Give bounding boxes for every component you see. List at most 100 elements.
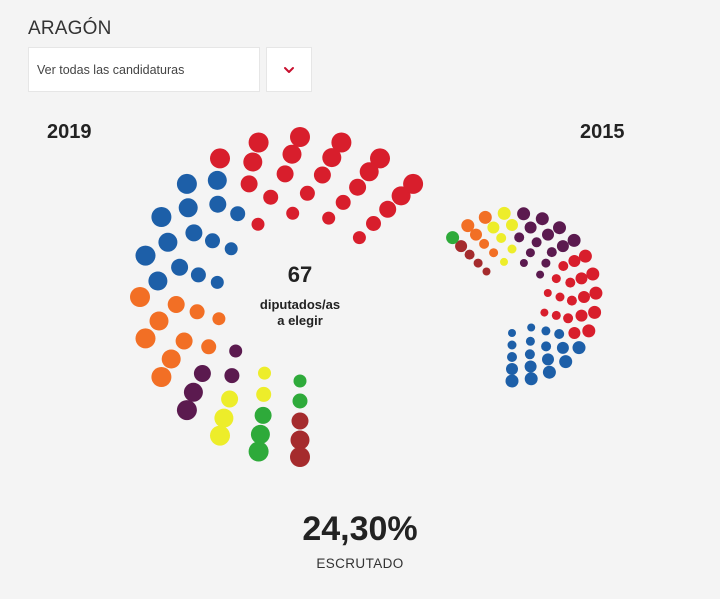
seat-dot [359, 162, 379, 182]
seat-dot [379, 200, 397, 218]
seat-dot [505, 374, 519, 388]
seat-dot [507, 340, 517, 350]
seat-dot [506, 363, 518, 375]
seat-dot [248, 132, 269, 153]
seat-dot [517, 207, 531, 221]
seat-dot [542, 353, 554, 366]
seat-dot [455, 240, 468, 253]
seat-dot [479, 238, 490, 249]
seat-dot [497, 206, 511, 220]
seat-dot [291, 412, 309, 430]
seat-dot [588, 305, 602, 319]
seat-dot [555, 292, 565, 302]
seat-dot [214, 408, 234, 428]
seat-dot [243, 152, 263, 172]
candidaturas-select[interactable]: Ver todas las candidaturas [28, 47, 260, 92]
seat-dot [352, 231, 366, 245]
seat-dot [524, 349, 535, 360]
seat-dot [525, 336, 535, 346]
seat-dot [135, 328, 156, 349]
seat-dot [151, 367, 172, 387]
seat-dot [563, 313, 574, 324]
seat-dot [292, 393, 308, 409]
seat-dot [290, 127, 310, 147]
seat-dot [158, 232, 178, 252]
seat-dot [489, 248, 499, 258]
seat-dot [519, 259, 528, 267]
seat-dot [568, 327, 581, 339]
seat-dot [575, 272, 588, 285]
seat-dot [322, 148, 342, 168]
seat-dot [178, 198, 198, 218]
seat-dot [175, 332, 193, 350]
seat-dot [496, 233, 507, 243]
seat-dot [589, 286, 603, 300]
seat-dot [250, 424, 270, 444]
seat-dot [366, 216, 381, 231]
seat-dot [446, 231, 460, 245]
seat-dot [148, 271, 168, 291]
seat-dot [508, 329, 516, 337]
seat-dot [500, 257, 508, 266]
seat-dot [461, 219, 475, 233]
seat-dot [190, 267, 206, 283]
seat-dot [514, 232, 525, 243]
seats-caption: diputados/as a elegir [240, 297, 360, 329]
seat-dot [161, 349, 181, 369]
seat-dot [293, 374, 307, 388]
seat-dot [531, 237, 542, 248]
seat-dot [464, 249, 475, 260]
seat-dot [240, 175, 258, 193]
region-title: ARAGÓN [28, 18, 112, 39]
seat-dot [543, 289, 552, 297]
seat-dot [391, 186, 411, 206]
seat-dot [558, 261, 569, 271]
seat-dot [135, 245, 156, 266]
seat-dot [572, 341, 586, 355]
seat-dot [487, 221, 500, 234]
scrutiny-label: ESCRUTADO [316, 556, 404, 571]
select-toggle-button[interactable] [266, 47, 312, 92]
seat-dot [210, 275, 224, 289]
seat-dot [554, 329, 565, 339]
seat-dot [335, 194, 351, 210]
seat-dot [331, 132, 352, 153]
seat-dot [221, 390, 239, 408]
seat-dot [210, 425, 230, 446]
seat-dot [130, 287, 150, 307]
seat-dot [189, 304, 205, 320]
seat-dot [183, 382, 203, 402]
seat-dot [482, 267, 491, 276]
seat-dot [507, 244, 517, 254]
seat-dot [286, 206, 300, 220]
chevron-down-icon [284, 66, 294, 73]
seat-dot [224, 242, 238, 256]
year-label-2015: 2015 [580, 121, 625, 143]
seat-dot [470, 228, 482, 241]
seat-dot [578, 249, 592, 263]
seat-dot [151, 207, 172, 227]
scrutiny-percent: 24,30% [302, 510, 418, 548]
seat-dot [551, 274, 561, 284]
seat-dot [224, 368, 240, 384]
seat-dot [167, 296, 185, 313]
seat-dot [553, 221, 566, 235]
seat-dot [524, 372, 538, 386]
seat-dot [567, 233, 581, 247]
seat-dot [536, 270, 545, 279]
seat-dot [251, 217, 265, 231]
seat-dot [542, 365, 556, 379]
seat-dot [478, 210, 492, 224]
seat-dot [586, 267, 600, 281]
seat-dot [541, 341, 552, 352]
seat-dot [559, 355, 573, 369]
seat-dot [541, 258, 551, 268]
seat-dot [229, 344, 243, 358]
seat-dot [535, 212, 549, 226]
seat-dot [176, 400, 197, 421]
seat-dot [349, 178, 367, 196]
seat-dot [290, 430, 310, 450]
seat-dot [568, 255, 581, 267]
seat-dot [527, 323, 536, 332]
